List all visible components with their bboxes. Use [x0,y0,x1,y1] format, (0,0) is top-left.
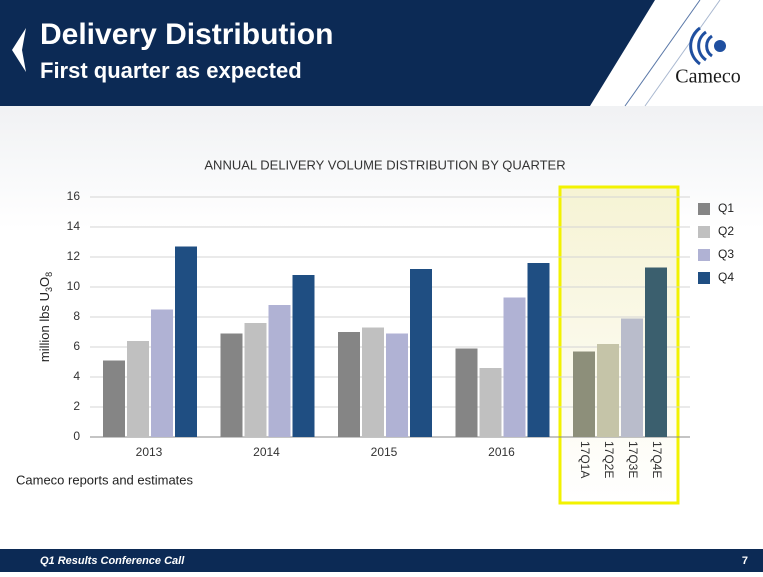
decor-line [644,0,721,107]
bar [527,263,550,437]
y-tick-label: 4 [73,369,80,383]
x-tick-label: 17Q1A [578,441,592,478]
page-number: 7 [742,555,748,567]
bar [151,309,173,437]
slide-subtitle: First quarter as expected [40,58,302,83]
bar [621,318,643,437]
y-tick-label: 12 [67,249,81,263]
x-tick-label: 2013 [136,445,163,459]
bar [175,246,197,437]
y-tick-label: 8 [73,309,80,323]
legend-label: Q2 [718,224,734,238]
bar [479,368,502,437]
bar [127,341,149,437]
bar [455,348,478,437]
y-tick-label: 10 [67,279,81,293]
logo-area [590,0,763,106]
x-tick-label: 2016 [488,445,515,459]
bar [597,344,619,437]
logo-text: Cameco [675,66,741,88]
bar [220,333,243,437]
legend-label: Q4 [718,270,734,284]
bar [573,351,595,437]
bar [386,333,408,437]
y-tick-label: 6 [73,339,80,353]
bar [292,275,315,437]
back-arrow[interactable] [12,28,26,72]
legend-swatch [698,272,710,284]
source-note: Cameco reports and estimates [16,472,194,487]
y-tick-label: 0 [73,429,80,443]
legend-swatch [698,249,710,261]
y-tick-label: 2 [73,399,80,413]
x-tick-label: 17Q3E [626,441,640,478]
bar [268,305,291,437]
bar [503,297,526,437]
footer-text: Q1 Results Conference Call [40,555,185,567]
x-tick-label: 17Q2E [602,441,616,478]
y-axis-label: million lbs U3O8 [37,272,54,362]
bar [410,269,432,437]
logo-mark [689,26,726,66]
bar [103,360,125,437]
legend-label: Q3 [718,247,734,261]
y-tick-label: 14 [67,219,81,233]
x-tick-label: 17Q4E [650,441,664,478]
legend-swatch [698,226,710,238]
slide-title: Delivery Distribution [40,18,333,51]
x-tick-label: 2014 [253,445,280,459]
bar [244,323,267,437]
footer-band [0,549,763,572]
chart-title: ANNUAL DELIVERY VOLUME DISTRIBUTION BY Q… [204,157,565,172]
x-tick-label: 2015 [371,445,398,459]
decor-line [624,0,701,107]
y-tick-label: 16 [67,189,81,203]
bar [362,327,384,437]
bar [338,332,360,437]
legend-swatch [698,203,710,215]
legend-label: Q1 [718,201,734,215]
bar [645,267,667,437]
